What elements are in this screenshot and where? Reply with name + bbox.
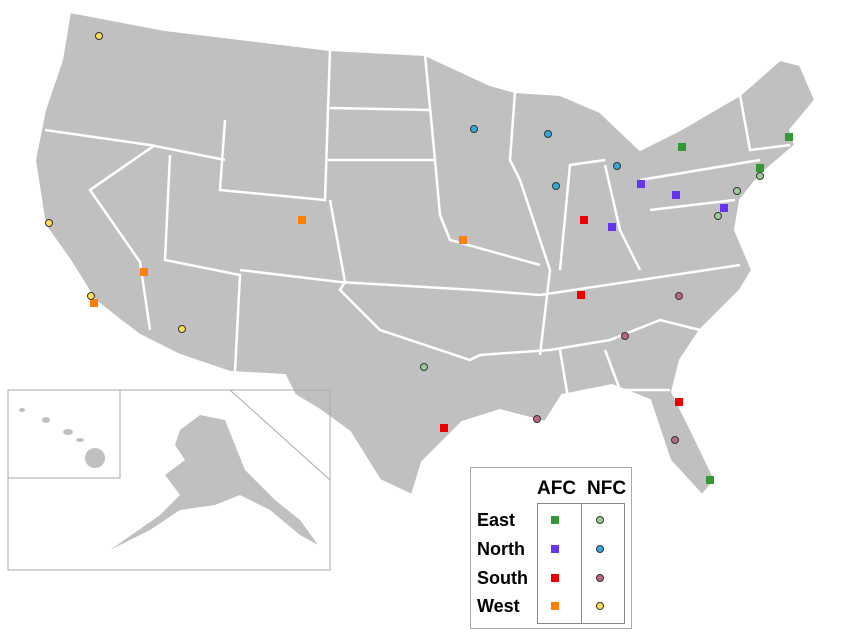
legend-west: West <box>477 596 520 616</box>
legend-south: South <box>477 568 528 588</box>
team-marker-nfc-south <box>671 436 679 444</box>
team-marker-nfc-west <box>178 325 186 333</box>
team-marker-afc-west <box>298 216 306 224</box>
team-marker-nfc-west <box>45 219 53 227</box>
legend-nfc-east-marker <box>596 516 604 524</box>
team-marker-afc-east <box>756 164 764 172</box>
team-marker-nfc-south <box>533 415 541 423</box>
alaska <box>110 415 318 550</box>
legend-afc-west-marker <box>551 602 559 610</box>
team-marker-nfc-west <box>95 32 103 40</box>
team-marker-nfc-east <box>714 212 722 220</box>
team-marker-nfc-north <box>552 182 560 190</box>
team-marker-afc-south <box>577 291 585 299</box>
team-marker-nfc-north <box>544 130 552 138</box>
team-marker-afc-west <box>140 268 148 276</box>
team-marker-afc-east <box>785 133 793 141</box>
legend-nfc-west-marker <box>596 602 604 610</box>
legend-afc-header: AFC <box>537 478 577 499</box>
team-marker-afc-north <box>672 191 680 199</box>
team-marker-afc-south <box>580 216 588 224</box>
legend-afc-south-marker <box>551 574 559 582</box>
team-marker-nfc-south <box>675 292 683 300</box>
team-marker-afc-north <box>608 223 616 231</box>
legend-nfc-south-marker <box>596 574 604 582</box>
team-marker-nfc-north <box>613 162 621 170</box>
contiguous-us <box>33 10 817 497</box>
team-marker-afc-north <box>720 204 728 212</box>
state-borders <box>44 49 791 411</box>
team-marker-nfc-east <box>733 187 741 195</box>
team-marker-afc-west <box>90 299 98 307</box>
legend-east: East <box>477 510 516 530</box>
hawaii <box>19 408 105 468</box>
legend-nfc-header: NFC <box>587 478 627 499</box>
team-marker-nfc-east <box>756 172 764 180</box>
team-marker-nfc-west <box>87 292 95 300</box>
team-marker-afc-south <box>440 424 448 432</box>
legend-north: North <box>477 539 525 559</box>
team-marker-afc-north <box>637 180 645 188</box>
team-marker-afc-west <box>459 236 467 244</box>
team-marker-nfc-north <box>470 125 478 133</box>
legend-afc-north-marker <box>551 545 559 553</box>
team-marker-afc-east <box>678 143 686 151</box>
legend-nfc-north-marker <box>596 545 604 553</box>
team-marker-afc-east <box>706 476 714 484</box>
legend: AFC NFC East North South West <box>470 467 632 629</box>
legend-afc-east-marker <box>551 516 559 524</box>
team-marker-nfc-south <box>621 332 629 340</box>
team-marker-afc-south <box>675 398 683 406</box>
team-marker-nfc-east <box>420 363 428 371</box>
